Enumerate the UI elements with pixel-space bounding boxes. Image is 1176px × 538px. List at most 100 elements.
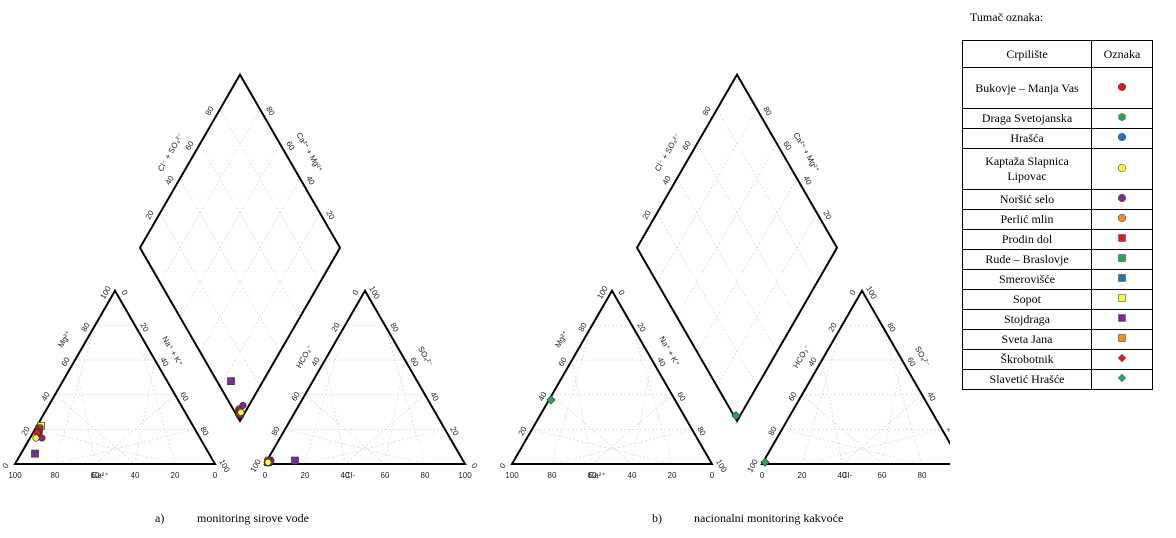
- diamond-point: [239, 401, 247, 409]
- cation-left-tick: 20: [517, 425, 530, 438]
- grid-lines: [531, 109, 943, 465]
- legend-site-name: Kaptaža Slapnica Lipovac: [962, 148, 1092, 190]
- diamond-right-label: Ca²⁺ + Mg²⁺: [294, 131, 324, 174]
- legend-symbol-cell: [1091, 309, 1153, 330]
- cation-point: [31, 449, 39, 458]
- legend-body: Bukovje – Manja Vas Draga Svetojanska Hraš…: [962, 67, 1153, 390]
- cation-bottom-tick: 100: [505, 471, 519, 480]
- cation-left-tick: 0: [1, 461, 11, 470]
- legend-row: Rude – Braslovje: [962, 249, 1153, 270]
- legend-symbol-cell: [1091, 289, 1153, 310]
- anion-point: [264, 458, 272, 466]
- anion-left-tick: 60: [290, 390, 303, 403]
- cation-left-tick: 80: [80, 321, 93, 334]
- cation-right-tick: 40: [655, 356, 668, 369]
- diamond-right-label: Ca²⁺ + Mg²⁺: [791, 131, 821, 174]
- cation-left-tick: 80: [577, 321, 590, 334]
- cation-point: [38, 434, 46, 442]
- legend-site-name: Škrobotnik: [962, 349, 1092, 370]
- legend-row: Stojdraga: [962, 309, 1153, 330]
- diamond-right-tick: 20: [324, 209, 337, 222]
- legend-symbol-cell: [1091, 67, 1153, 109]
- legend-row: Kaptaža Slapnica Lipovac: [962, 148, 1153, 190]
- diamond-left-tick: 60: [681, 139, 694, 152]
- anion-left-tick: 100: [248, 457, 263, 474]
- anion-bottom-tick: 0: [263, 471, 268, 480]
- cation-bottom-tick: 40: [131, 471, 140, 480]
- square-marker-icon: [1117, 232, 1127, 247]
- anion-triangle: [263, 288, 467, 465]
- legend-row: Hrašća: [962, 128, 1153, 149]
- anion-bottom-tick: 60: [381, 471, 390, 480]
- diamond-left-tick: 80: [204, 104, 217, 117]
- cation-bottom-tick: 20: [171, 471, 180, 480]
- diamond-right-tick: 20: [821, 209, 834, 222]
- circle-marker-icon: [1117, 192, 1127, 207]
- anion-bottom-tick: 80: [918, 471, 927, 480]
- anion-bottom-tick: 60: [878, 471, 887, 480]
- anion-right-label: SO₄²⁻: [416, 345, 435, 368]
- anion-right-tick: 40: [925, 390, 938, 403]
- anion-point: [291, 456, 299, 465]
- anion-left-tick: 80: [270, 425, 283, 438]
- legend-site-name: Prodin dol: [962, 229, 1092, 250]
- legend-table: Crpilište Oznaka Bukovje – Manja Vas Drag…: [962, 40, 1153, 390]
- cation-right-tick: 40: [158, 356, 171, 369]
- caption: a) monitoring sirove vode: [155, 511, 309, 525]
- diamond-left-tick: 60: [184, 139, 197, 152]
- circle-marker-icon: [1117, 131, 1127, 146]
- legend-symbol-cell: [1091, 209, 1153, 230]
- cation-bottom-label: Ca²⁺: [91, 471, 108, 480]
- legend-site-name: Sopot: [962, 289, 1092, 310]
- anion-right-tick: 40: [428, 390, 441, 403]
- anion-right-tick: 60: [905, 356, 918, 369]
- legend-col-symbol: Oznaka: [1091, 40, 1153, 68]
- cation-bottom-tick: 0: [710, 471, 715, 480]
- piper-plot-b: 1000802060404060208001000100208040606040…: [498, 72, 950, 525]
- diamond-right-tick: 40: [801, 174, 814, 187]
- diamond-left-label: Cl⁻ + SO₄²⁻: [653, 132, 682, 173]
- diamond-point: [731, 411, 741, 421]
- legend-title: Tumač oznaka:: [970, 10, 1044, 24]
- legend-site-name: Stojdraga: [962, 309, 1092, 330]
- cation-right-tick: 0: [616, 288, 626, 297]
- square-marker-icon: [1117, 292, 1127, 307]
- diamond-field: [635, 72, 839, 423]
- cation-right-tick: 60: [675, 390, 688, 403]
- cation-left-tick: 40: [537, 390, 550, 403]
- legend-site-name: Slavetić Hrašće: [962, 369, 1092, 390]
- circle-marker-icon: [1117, 81, 1127, 96]
- circle-marker-icon: [1117, 162, 1127, 177]
- anion-right-tick: 80: [388, 321, 401, 334]
- cation-left-tick: 40: [40, 390, 53, 403]
- legend-symbol-cell: [1091, 349, 1153, 370]
- data-points: [546, 395, 770, 467]
- anion-right-label: SO₄²⁻: [913, 345, 932, 368]
- cation-bottom-label: Ca²⁺: [588, 471, 605, 480]
- legend-row: Prodin dol: [962, 229, 1153, 250]
- cation-right-tick: 80: [198, 425, 211, 438]
- legend-col-site: Crpilište: [962, 40, 1092, 68]
- anion-right-tick: 80: [885, 321, 898, 334]
- cation-point: [546, 395, 556, 405]
- legend-row: Bukovje – Manja Vas: [962, 67, 1153, 109]
- anion-bottom-tick: 20: [798, 471, 807, 480]
- anion-bottom-tick: 40: [838, 471, 847, 480]
- legend-symbol-cell: [1091, 229, 1153, 250]
- legend-header-row: Crpilište Oznaka: [962, 40, 1153, 68]
- data-points: [31, 377, 299, 467]
- anion-left-tick: 20: [330, 321, 343, 334]
- legend-row: Smerovišće: [962, 269, 1153, 290]
- legend-site-name: Draga Svetojanska: [962, 108, 1092, 129]
- anion-left-tick: 20: [827, 321, 840, 334]
- diamond-field: [138, 72, 342, 423]
- anion-bottom-tick: 0: [760, 471, 765, 480]
- square-marker-icon: [1117, 272, 1127, 287]
- legend-row: Sveta Jana: [962, 329, 1153, 350]
- cation-left-label: Mg²⁺: [56, 329, 73, 349]
- diamond-left-tick: 20: [144, 208, 157, 221]
- anion-left-tick: 40: [807, 355, 820, 368]
- legend-site-name: Bukovje – Manja Vas: [962, 67, 1092, 109]
